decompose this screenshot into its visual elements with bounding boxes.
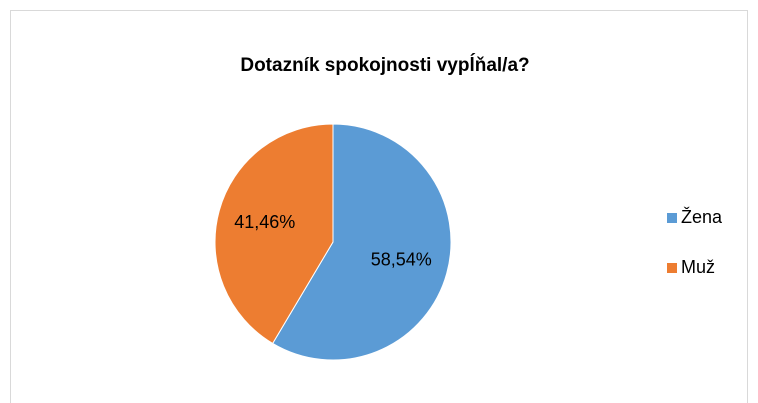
- legend-swatch: [667, 213, 677, 223]
- pie-slice: [214, 123, 334, 345]
- legend-label: Muž: [681, 257, 715, 277]
- data-label: 58,54%: [371, 250, 432, 270]
- legend-label: Žena: [681, 207, 723, 227]
- data-label: 41,46%: [234, 212, 295, 232]
- legend-swatch: [667, 263, 677, 273]
- pie-slice: [271, 123, 452, 361]
- chart-title: Dotazník spokojnosti vypĺňal/a?: [240, 54, 529, 76]
